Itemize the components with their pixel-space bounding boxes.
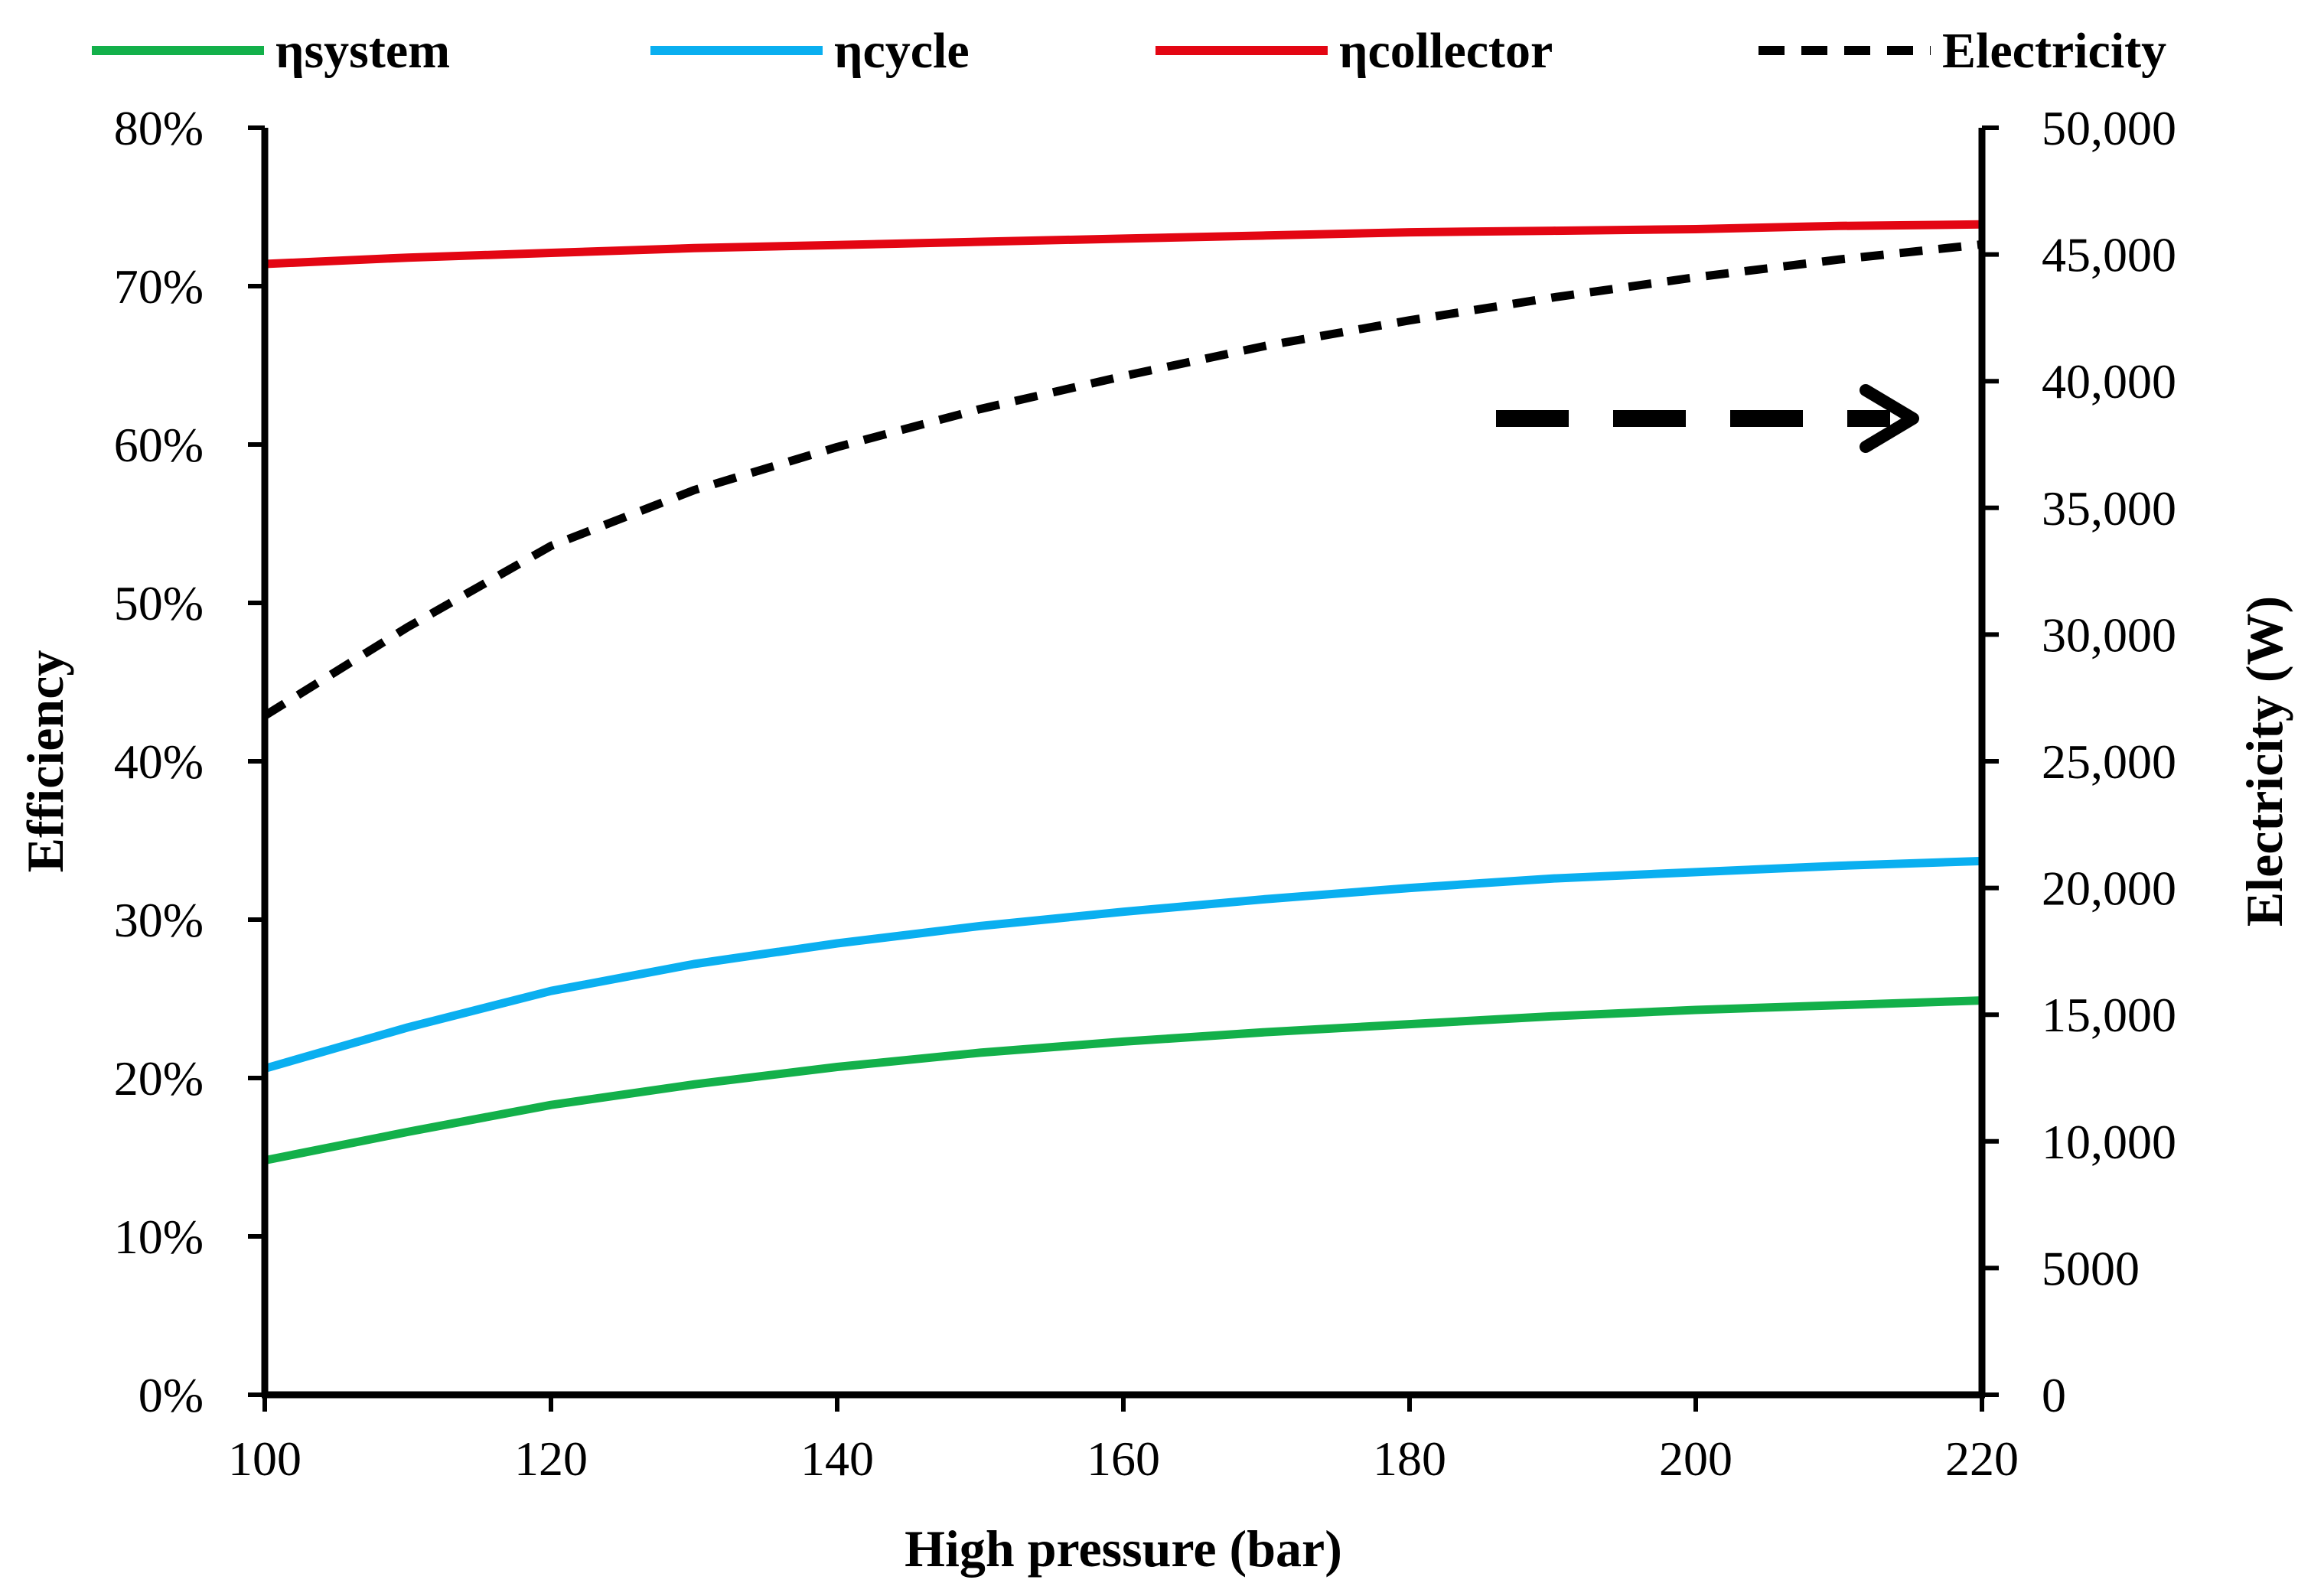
y-right-tick-label: 45,000	[2042, 228, 2176, 282]
series-line-3	[264, 220, 1983, 269]
y-left-tick-label: 20%	[114, 1051, 204, 1106]
y-left-tick-label: 80%	[114, 101, 204, 155]
y-right-tick-label: 20,000	[2042, 862, 2176, 916]
y-left-tick-label: 10%	[114, 1210, 204, 1264]
y-right-tick-label: 25,000	[2042, 734, 2176, 789]
annotation-arrow-head	[1860, 384, 1919, 453]
legend: ηsystem ηcycle ηcollector Electricity	[92, 23, 2166, 79]
legend-label: ηsystem	[275, 23, 450, 79]
x-tick-label: 220	[1945, 1432, 2019, 1486]
y-right-tick-label: 35,000	[2042, 481, 2176, 536]
x-tick-label: 140	[800, 1432, 874, 1486]
x-tick-label: 180	[1373, 1432, 1446, 1486]
series-line-4	[262, 239, 1983, 720]
y-right-tick-label: 40,000	[2042, 354, 2176, 409]
series-layer	[262, 220, 1983, 1164]
y-right-tick-label: 0	[2042, 1368, 2066, 1422]
annotation-layer	[1496, 384, 1919, 453]
y-left-tick-label: 50%	[114, 576, 204, 630]
x-axis-title: High pressure (bar)	[905, 1519, 1342, 1578]
legend-label: ηcycle	[834, 23, 970, 79]
y-left-tick-label: 60%	[114, 418, 204, 472]
y-right-tick-label: 15,000	[2042, 988, 2176, 1042]
y-left-tick-label: 40%	[114, 734, 204, 789]
x-tick-label: 200	[1659, 1432, 1732, 1486]
axes-layer	[261, 128, 1986, 1399]
series-line-1	[263, 996, 1983, 1164]
y-right-tick-label: 50,000	[2042, 101, 2176, 155]
series-line-2	[263, 856, 1983, 1073]
y-right-tick-label: 5000	[2042, 1241, 2140, 1295]
x-tick-label: 160	[1087, 1432, 1160, 1486]
x-tick-label: 100	[228, 1432, 302, 1486]
x-tick-label: 120	[514, 1432, 588, 1486]
ticks-layer: 100 120 140 160 180 200 220 0% 10% 20% 30% 40% 50% 60…	[114, 101, 2176, 1486]
y-right-tick-label: 10,000	[2042, 1115, 2176, 1169]
y-axis-left-title: Efficiency	[16, 650, 74, 873]
y-axis-right-title: Electricity (W)	[2235, 596, 2293, 927]
legend-label: ηcollector	[1339, 23, 1553, 79]
y-right-tick-label: 30,000	[2042, 607, 2176, 662]
legend-label: Electricity	[1942, 23, 2166, 79]
y-left-tick-label: 70%	[114, 259, 204, 314]
y-left-tick-label: 0%	[139, 1368, 204, 1422]
y-left-tick-label: 30%	[114, 893, 204, 947]
